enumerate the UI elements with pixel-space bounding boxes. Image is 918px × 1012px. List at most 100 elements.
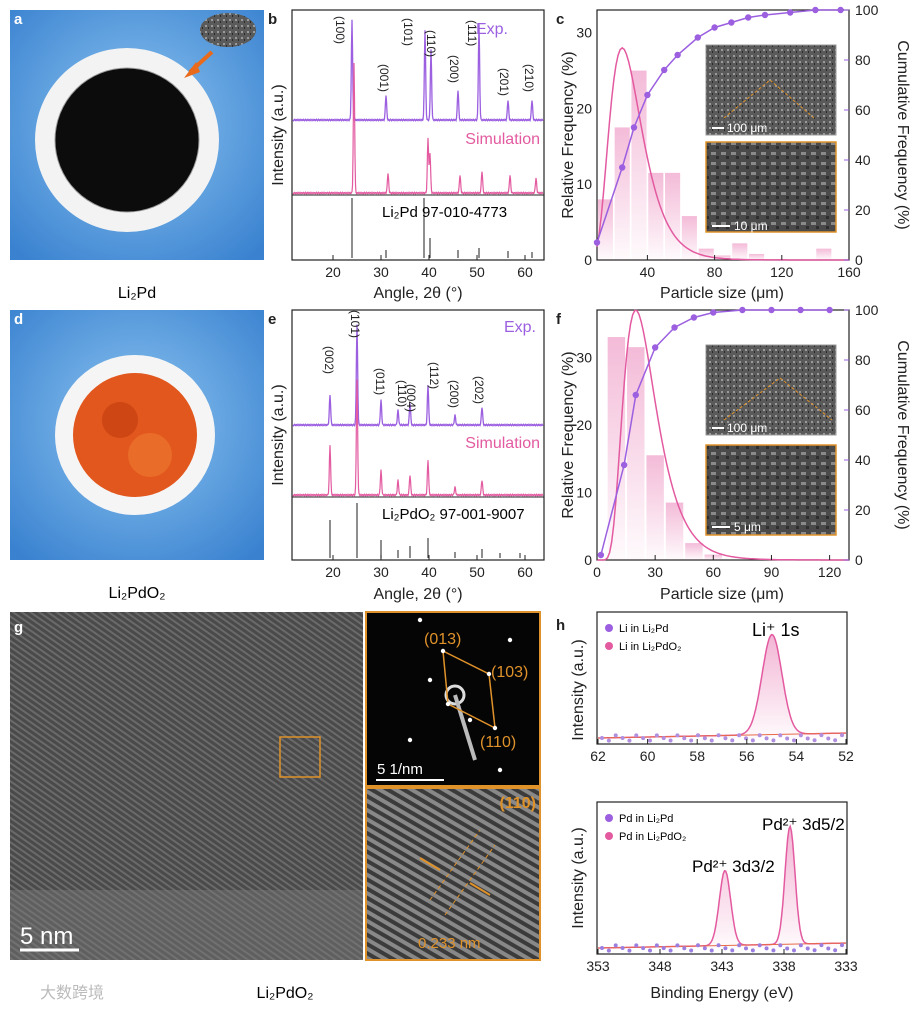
data-point [696,943,700,948]
histogram-bar [648,172,664,260]
cumulative-point [728,19,735,26]
tick-label: 58 [689,748,705,764]
data-point [812,738,817,743]
psd-f-ylabel-right: Cumulative Frequency (%) [894,340,911,529]
data-point [778,943,783,948]
pd-peak2-label: Pd²⁺ 3d5/2 [762,815,845,834]
cumulative-point [620,461,628,469]
sem-f-zoom-guide [723,377,833,421]
xps-pd-plot [597,824,847,953]
tick-label: 20 [325,564,341,580]
tick-label: 10 [576,484,592,500]
data-point [744,946,748,951]
beam-stop [453,694,477,761]
saed-center-spot [444,684,466,706]
cumulative-point [710,309,717,316]
tick-label: 0 [593,564,601,580]
panel-a: a Li₂Pd [10,10,264,302]
psd-f-plot: 0 30 60 90 120 0 10 20 30 0 20 40 60 80 100 [576,302,878,580]
cumulative-curve [596,9,841,243]
data-point [750,948,755,953]
watermark: 大数跨境 [40,983,104,1002]
panel-letter-f: f [556,311,562,328]
hkl-label: (110) [395,380,409,407]
tick-label: 338 [772,958,796,974]
data-point [709,948,714,953]
hkl-label: (210) [522,64,536,92]
data-point [613,733,618,738]
legend-pd-pdo2: Pd in Li₂PdO₂ [619,831,686,843]
tick-label: 20 [855,202,871,218]
data-point [750,738,755,743]
diffraction-spot [486,671,492,677]
legend-pd-pd-marker [605,814,613,822]
cumulative-point [739,306,746,314]
data-point [709,738,714,743]
tick-label: 353 [586,958,610,974]
panel-letter-d: d [14,311,23,328]
d-spacing-label: 0.233 nm [418,935,481,952]
data-point [723,736,728,741]
xrd-e-exp-label: Exp. [504,319,536,336]
tick-label: 40 [421,264,437,280]
data-point [634,943,639,948]
li-peak-label: Li⁺ 1s [752,620,800,640]
data-point [798,733,803,738]
tick-label: 333 [834,958,858,974]
data-point [812,948,817,953]
xps-li-xticks: 62 60 58 56 54 52 [590,739,854,764]
hkl-label: (004) [404,384,418,412]
data-point [737,943,742,948]
tick-label: 60 [855,102,871,118]
xrd-e-sim-trace [292,379,544,498]
hkl-label: (110) [424,30,438,57]
saed-label-1: (013) [424,631,461,648]
xps-pd-xticks: 353 348 343 338 333 [586,949,858,974]
data-point [826,946,831,951]
xrd-e-xticks: 20 30 40 50 60 [325,555,533,580]
sem-f-high-mag [705,444,837,536]
tick-label: 120 [770,264,794,280]
cumulative-point [797,306,804,314]
saed-spots [407,617,513,773]
tick-label: 56 [739,748,755,764]
tick-label: 100 [855,302,879,318]
data-point [744,736,748,741]
tick-label: 20 [576,417,592,433]
histogram-bar [665,172,681,260]
hrtem-plane-label: (110) [500,795,536,812]
xrd-b-xticks: 20 30 40 50 60 [325,255,533,280]
tem-scalebar-label: 5 nm [20,923,73,950]
pd-peak1-label: Pd²⁺ 3d3/2 [692,857,775,876]
tick-label: 60 [706,564,722,580]
legend-pd-pdo2-marker [605,832,613,840]
data-point [606,738,611,743]
tick-label: 30 [576,349,592,365]
panel-b: b Exp. Simulation Li₂Pd 97-010-4773 (100… [268,9,545,302]
data-point [702,946,707,951]
sem-c-high-mag [705,141,837,233]
tem-roi-box [279,736,321,778]
sample-powder [54,67,200,213]
tick-label: 60 [517,264,533,280]
data-point [798,943,803,948]
data-point [819,733,824,738]
data-point [661,736,666,741]
tick-label: 50 [469,564,485,580]
data-point [730,948,735,953]
tick-label: 50 [469,264,485,280]
diffraction-spot [467,717,473,723]
hkl-label: (011) [373,368,387,395]
hkl-label: (112) [427,362,441,389]
data-point [661,946,666,951]
data-point [730,738,735,743]
data-point [716,943,721,948]
data-point [757,733,762,738]
data-point [833,738,838,743]
cumulative-point [651,344,659,351]
xps-li-plot [597,633,847,743]
xps-li-ylabel: Intensity (a.u.) [570,639,587,740]
histogram-bar [816,248,832,260]
